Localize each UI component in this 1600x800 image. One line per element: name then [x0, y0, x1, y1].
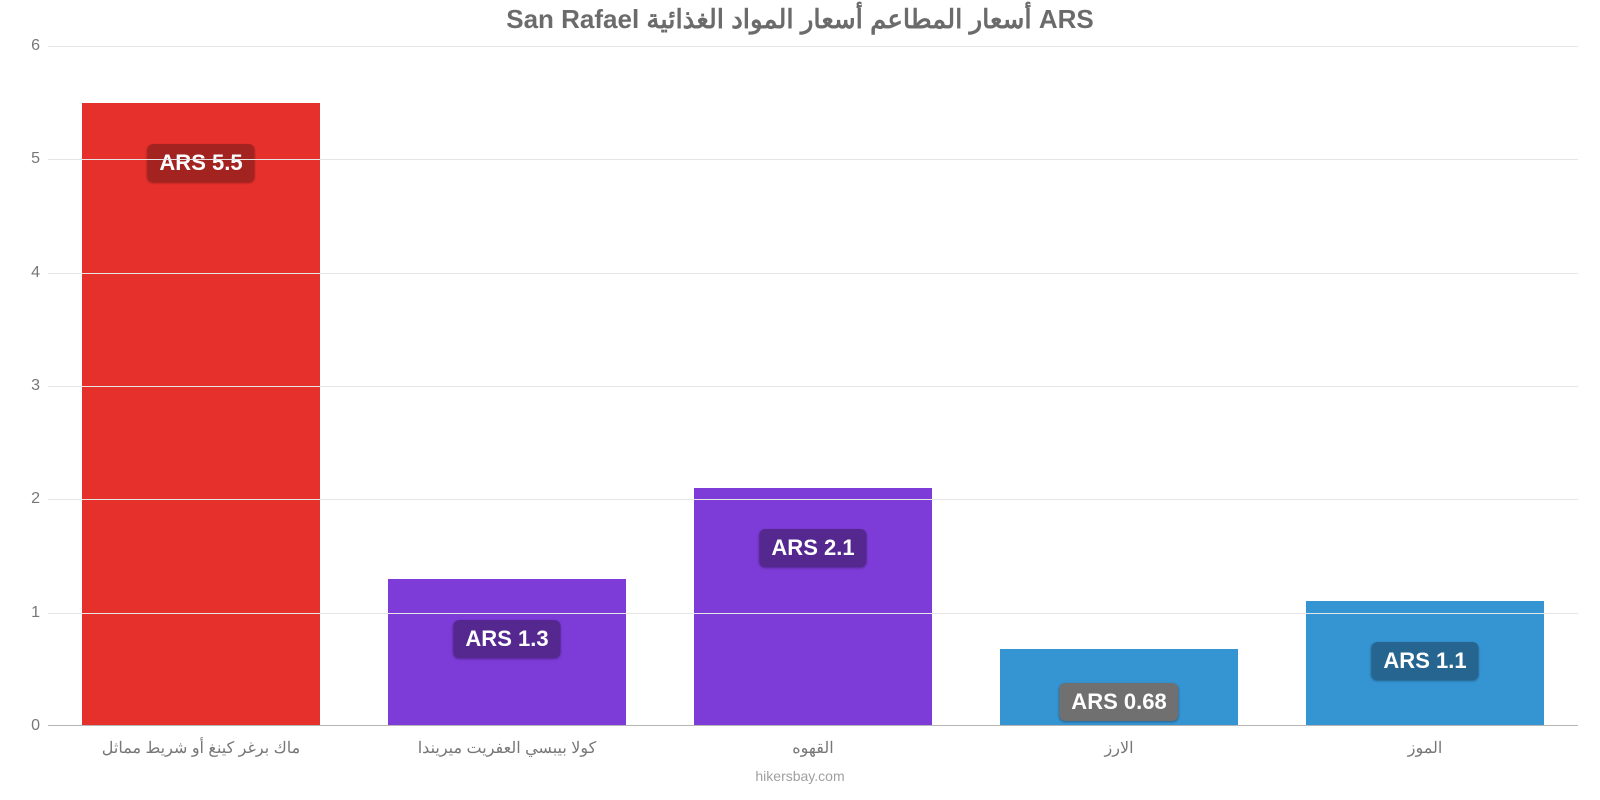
gridline [48, 613, 1578, 614]
plot-area: ARS 5.5 ARS 1.3 ARS 2.1 ARS 0.68 ARS 1.1 [48, 46, 1578, 726]
gridline [48, 499, 1578, 500]
x-axis-label: الارز [1104, 738, 1133, 758]
y-tick-label: 4 [6, 264, 40, 282]
price-bar-chart: San Rafael أسعار المطاعم أسعار المواد ال… [0, 0, 1600, 800]
bar [694, 488, 933, 726]
bar [82, 103, 321, 726]
gridline [48, 273, 1578, 274]
gridline [48, 159, 1578, 160]
y-tick-label: 3 [6, 377, 40, 395]
y-tick-label: 5 [6, 150, 40, 168]
gridline [48, 46, 1578, 47]
x-axis-label: كولا بيبسي العفريت ميريندا [418, 738, 597, 758]
x-axis-label: ماك برغر كينغ أو شريط مماثل [102, 738, 300, 758]
y-tick-label: 1 [6, 604, 40, 622]
value-badge: ARS 5.5 [147, 144, 254, 182]
x-axis-label: الموز [1408, 738, 1443, 758]
y-tick-label: 2 [6, 490, 40, 508]
value-badge: ARS 1.3 [453, 620, 560, 658]
x-axis-baseline [48, 725, 1578, 726]
chart-title: San Rafael أسعار المطاعم أسعار المواد ال… [0, 4, 1600, 35]
attribution-text: hikersbay.com [0, 768, 1600, 784]
value-badge: ARS 1.1 [1371, 642, 1478, 680]
y-tick-label: 6 [6, 37, 40, 55]
y-tick-label: 0 [6, 717, 40, 735]
value-badge: ARS 0.68 [1059, 683, 1178, 721]
gridline [48, 386, 1578, 387]
x-axis-label: القهوه [792, 738, 833, 758]
value-badge: ARS 2.1 [759, 529, 866, 567]
